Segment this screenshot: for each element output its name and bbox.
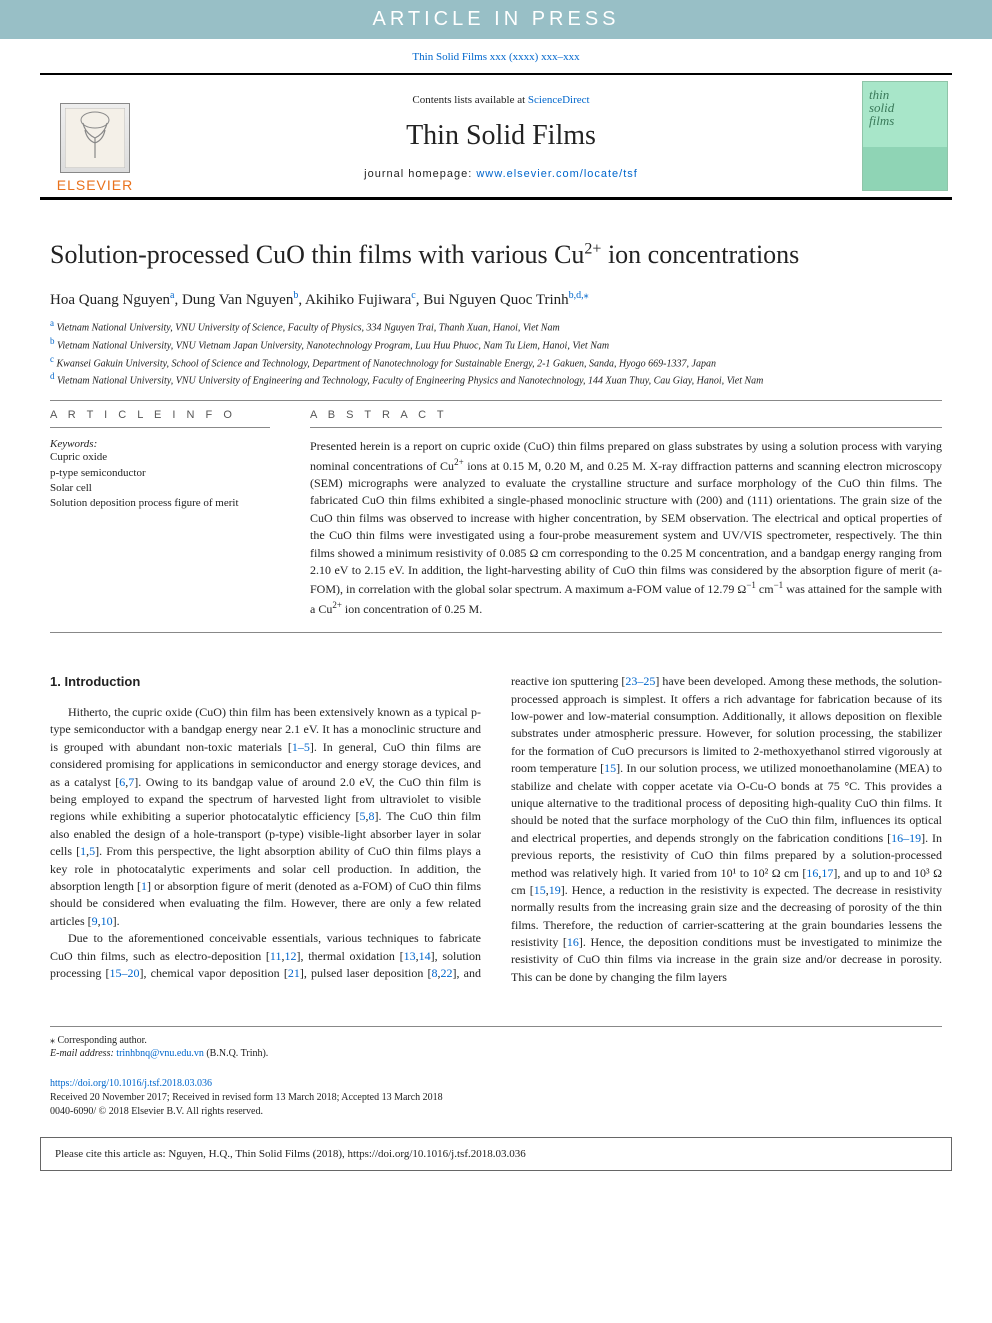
cite-text: Please cite this article as: Nguyen, H.Q… xyxy=(55,1148,526,1160)
affil-c: Kwansei Gakuin University, School of Sci… xyxy=(57,358,716,369)
ref-link[interactable]: 1 xyxy=(80,844,86,858)
article-content: Solution-processed CuO thin films with v… xyxy=(0,200,992,996)
keyword-2: p-type semiconductor xyxy=(50,466,270,481)
affiliation-list: a Vietnam National University, VNU Unive… xyxy=(50,317,942,388)
affil-b: Vietnam National University, VNU Vietnam… xyxy=(57,340,609,351)
email-label: E-mail address: xyxy=(50,1048,116,1059)
email-who: (B.N.Q. Trinh). xyxy=(204,1048,268,1059)
ref-link[interactable]: 16 xyxy=(806,866,818,880)
journal-ref-link[interactable]: Thin Solid Films xxx (xxxx) xxx–xxx xyxy=(412,51,579,63)
abstract-column: A B S T R A C T Presented herein is a re… xyxy=(310,409,942,618)
email-link[interactable]: trinhbnq@vnu.edu.vn xyxy=(116,1048,204,1059)
journal-reference-line: Thin Solid Films xxx (xxxx) xxx–xxx xyxy=(0,39,992,73)
doi-link[interactable]: https://doi.org/10.1016/j.tsf.2018.03.03… xyxy=(50,1078,212,1089)
ref-link[interactable]: 17 xyxy=(821,866,833,880)
contents-prefix: Contents lists available at xyxy=(412,94,527,106)
author-list: Hoa Quang Nguyena, Dung Van Nguyenb, Aki… xyxy=(50,290,942,309)
section-1-heading: 1. Introduction xyxy=(50,673,481,692)
affil-b-sup: b xyxy=(50,336,55,346)
author-4-corr-mark[interactable]: ⁎ xyxy=(584,290,589,301)
author-2-affil[interactable]: b xyxy=(293,290,298,301)
keyword-3: Solar cell xyxy=(50,481,270,496)
masthead-center: Contents lists available at ScienceDirec… xyxy=(150,75,852,197)
ref-link[interactable]: 16 xyxy=(567,935,579,949)
article-info-column: A R T I C L E I N F O Keywords: Cupric o… xyxy=(50,409,270,618)
masthead: ELSEVIER Contents lists available at Sci… xyxy=(40,73,952,200)
abstract-text: Presented herein is a report on cupric o… xyxy=(310,438,942,618)
affil-c-sup: c xyxy=(50,354,54,364)
ref-link[interactable]: 22 xyxy=(441,966,453,980)
cite-box: Please cite this article as: Nguyen, H.Q… xyxy=(40,1137,952,1171)
affil-d: Vietnam National University, VNU Univers… xyxy=(57,376,763,387)
copyright-line: 0040-6090/ © 2018 Elsevier B.V. All righ… xyxy=(50,1105,942,1119)
received-line: Received 20 November 2017; Received in r… xyxy=(50,1091,942,1105)
affil-a-sup: a xyxy=(50,318,54,328)
author-1: Hoa Quang Nguyen xyxy=(50,292,170,308)
ref-link[interactable]: 9 xyxy=(92,914,98,928)
ref-link[interactable]: 14 xyxy=(419,949,431,963)
keywords-list: Cupric oxide p-type semiconductor Solar … xyxy=(50,450,270,512)
author-4-affil[interactable]: b,d, xyxy=(569,290,584,301)
info-abstract-row: A R T I C L E I N F O Keywords: Cupric o… xyxy=(50,409,942,618)
ref-link[interactable]: 15 xyxy=(604,761,616,775)
cover-title-3: films xyxy=(869,114,894,127)
homepage-line: journal homepage: www.elsevier.com/locat… xyxy=(160,168,842,180)
author-4: Bui Nguyen Quoc Trinh xyxy=(423,292,568,308)
affil-d-sup: d xyxy=(50,371,55,381)
ref-link[interactable]: 5 xyxy=(360,809,366,823)
ref-link[interactable]: 13 xyxy=(404,949,416,963)
affil-a: Vietnam National University, VNU Univers… xyxy=(57,322,560,333)
ref-link[interactable]: 19 xyxy=(549,883,561,897)
title-pre: Solution-processed CuO thin films with v… xyxy=(50,240,584,269)
author-1-affil[interactable]: a xyxy=(170,290,174,301)
divider-2 xyxy=(50,632,942,633)
title-sup: 2+ xyxy=(584,240,601,257)
ref-link[interactable]: 23–25 xyxy=(625,674,655,688)
title-post: ion concentrations xyxy=(601,240,799,269)
keyword-4: Solution deposition process figure of me… xyxy=(50,496,270,511)
abstract-heading: A B S T R A C T xyxy=(310,409,942,421)
corr-line: ⁎ Corresponding author. xyxy=(50,1035,942,1046)
email-line: E-mail address: trinhbnq@vnu.edu.vn (B.N… xyxy=(50,1048,942,1059)
journal-name: Thin Solid Films xyxy=(160,120,842,152)
author-3: Akihiko Fujiwara xyxy=(305,292,411,308)
ref-link[interactable]: 10 xyxy=(101,914,113,928)
article-info-heading: A R T I C L E I N F O xyxy=(50,409,270,421)
ref-link[interactable]: 15–20 xyxy=(110,966,140,980)
ref-link[interactable]: 21 xyxy=(288,966,300,980)
elsevier-tree-logo xyxy=(60,103,130,173)
keywords-heading: Keywords: xyxy=(50,438,270,450)
body-text: 1. Introduction Hitherto, the cupric oxi… xyxy=(50,673,942,986)
contents-line: Contents lists available at ScienceDirec… xyxy=(160,94,842,106)
paragraph-1: Hitherto, the cupric oxide (CuO) thin fi… xyxy=(50,704,481,930)
homepage-link[interactable]: www.elsevier.com/locate/tsf xyxy=(476,168,638,180)
banner-text: ARTICLE IN PRESS xyxy=(372,8,619,30)
article-title: Solution-processed CuO thin films with v… xyxy=(50,240,942,270)
homepage-prefix: journal homepage: xyxy=(364,168,476,180)
ref-link[interactable]: 12 xyxy=(284,949,296,963)
corresponding-author-footer: ⁎ Corresponding author. E-mail address: … xyxy=(50,1026,942,1059)
elsevier-wordmark: ELSEVIER xyxy=(57,177,133,193)
ref-link[interactable]: 11 xyxy=(270,949,282,963)
cover-thumb-wrap: thin solid films xyxy=(852,75,952,197)
ref-link[interactable]: 6 xyxy=(119,775,125,789)
doi-block: https://doi.org/10.1016/j.tsf.2018.03.03… xyxy=(50,1077,942,1119)
keyword-1: Cupric oxide xyxy=(50,450,270,465)
corr-text: Corresponding author. xyxy=(55,1035,147,1046)
article-in-press-banner: ARTICLE IN PRESS xyxy=(0,0,992,39)
ref-link[interactable]: 15 xyxy=(534,883,546,897)
ref-link[interactable]: 8 xyxy=(432,966,438,980)
author-3-affil[interactable]: c xyxy=(411,290,415,301)
ref-link[interactable]: 16–19 xyxy=(891,831,921,845)
publisher-block: ELSEVIER xyxy=(40,75,150,197)
author-2: Dung Van Nguyen xyxy=(182,292,293,308)
sciencedirect-link[interactable]: ScienceDirect xyxy=(528,94,590,106)
ref-link[interactable]: 1–5 xyxy=(292,740,310,754)
journal-cover-thumbnail: thin solid films xyxy=(862,81,948,191)
divider xyxy=(50,400,942,401)
